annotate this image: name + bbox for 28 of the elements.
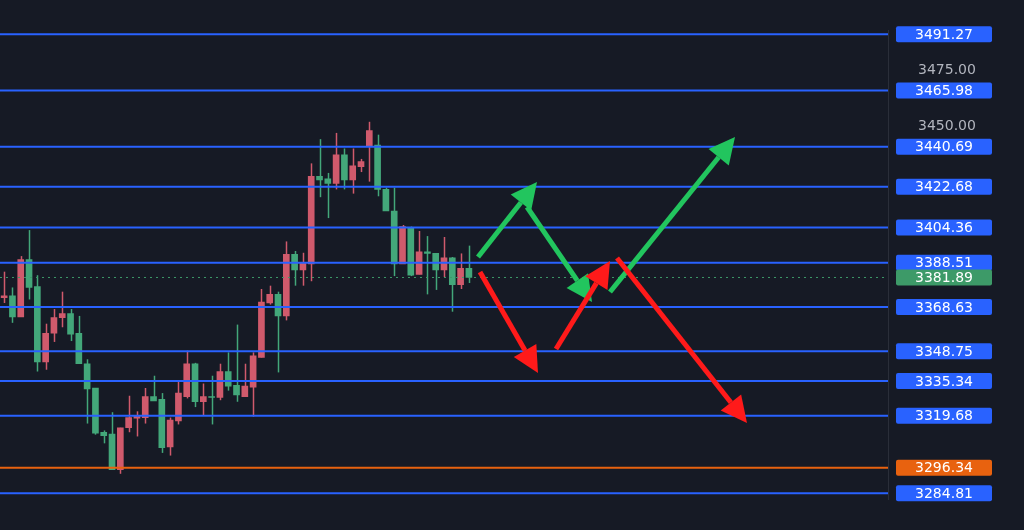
ref-line-label: 3491.27	[915, 25, 973, 42]
candlestick	[349, 147, 357, 195]
ref-line-label: 3296.34	[915, 459, 974, 476]
ref-line-label: 3422.68	[915, 178, 973, 195]
y-tick-label: 3450.00	[918, 116, 976, 133]
candlestick	[457, 252, 464, 290]
candlestick	[200, 382, 207, 417]
ref-line-label: 3335.34	[915, 372, 974, 389]
ref-line-label: 3319.68	[915, 407, 973, 424]
candlestick	[9, 286, 16, 324]
candlestick	[141, 387, 149, 425]
candlestick	[365, 121, 373, 183]
candlestick	[150, 374, 157, 402]
y-tick-label: 3475.00	[918, 61, 976, 78]
candlestick	[50, 308, 58, 343]
ref-line-label: 3404.36	[915, 219, 974, 236]
ref-line-label: 3381.89	[915, 269, 973, 286]
ref-line-label: 3348.75	[915, 342, 973, 359]
ref-line-label: 3465.98	[915, 82, 973, 99]
candlestick	[208, 374, 215, 426]
candlestick	[58, 290, 66, 329]
ref-line-label: 3368.63	[915, 298, 973, 315]
ref-line-label: 3440.69	[915, 138, 973, 155]
candlestick	[291, 250, 298, 287]
candlestick	[241, 362, 249, 398]
ref-line-label: 3284.81	[915, 484, 973, 501]
ref-line-label: 3388.51	[915, 254, 973, 271]
candlestick	[67, 308, 74, 342]
